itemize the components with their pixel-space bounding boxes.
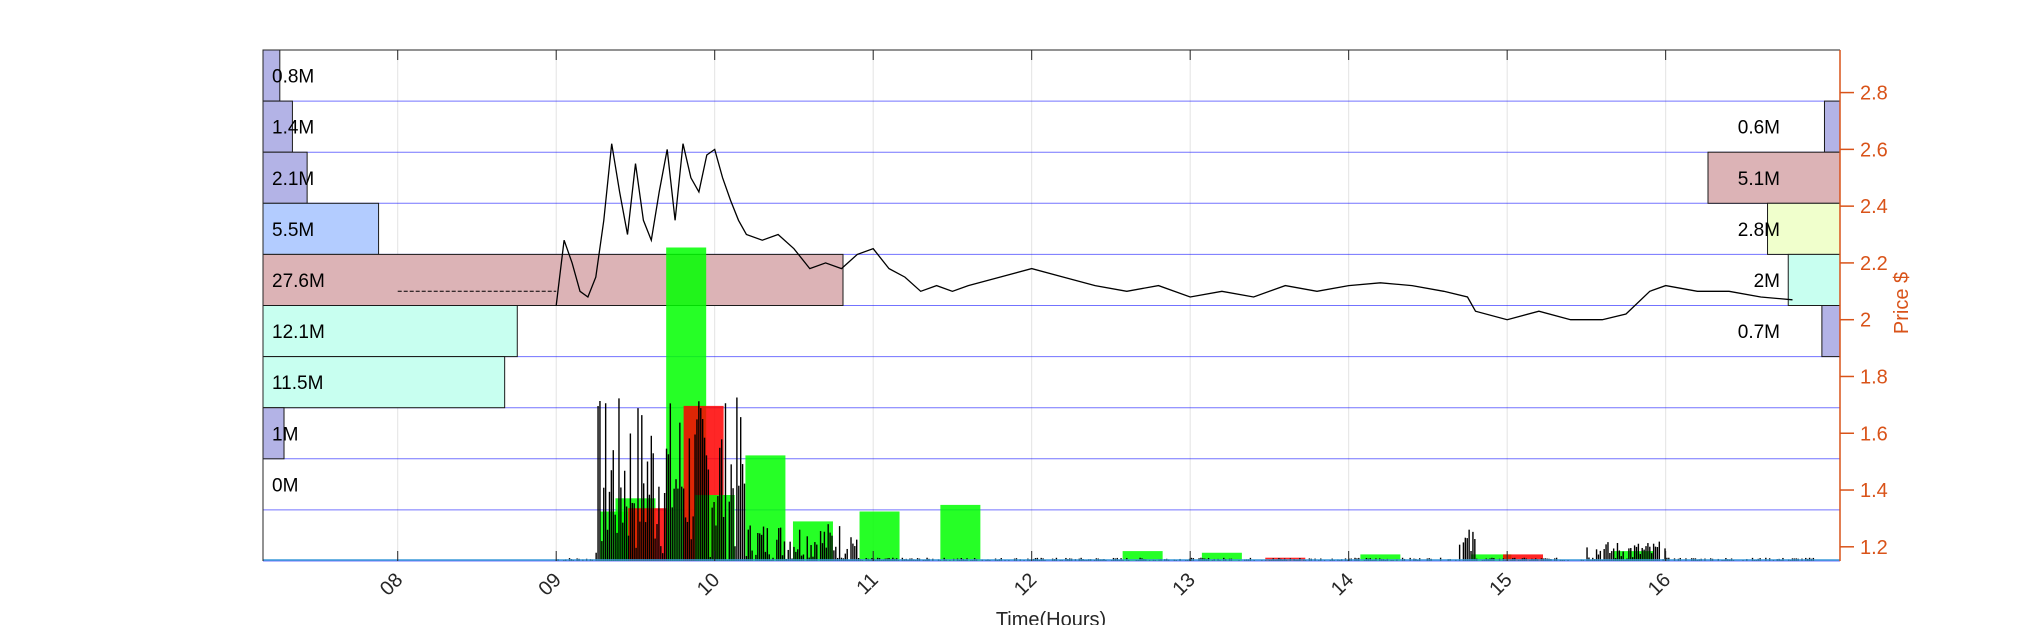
- x-tick-label: 13: [1168, 569, 1199, 600]
- up-volume-bar: [1122, 551, 1163, 561]
- left-profile-bar: [262, 305, 518, 358]
- right-profile-bar: [1787, 253, 1841, 306]
- y-tick-label: 1.8: [1860, 366, 1888, 388]
- left-profile-label: 0.8M: [272, 67, 314, 88]
- price-line-layer: [397, 143, 1793, 321]
- up-volume-bar: [1471, 554, 1512, 561]
- left-profile-bar: [262, 202, 380, 255]
- left-profile-label: 1.4M: [272, 118, 314, 139]
- price-line: [555, 143, 1793, 321]
- left-profile-label: 2.1M: [272, 169, 314, 190]
- right-profile-label: 0.6M: [1738, 118, 1780, 139]
- left-profile-label: 0M: [272, 475, 298, 496]
- left-profile-label: 1M: [272, 424, 298, 445]
- y-tick-label: 2.8: [1860, 83, 1888, 105]
- x-tick-label: 08: [376, 569, 407, 600]
- volume-bars-layer: [263, 247, 1840, 561]
- x-tick-label: 10: [693, 569, 724, 600]
- left-profile-bar: [262, 253, 844, 306]
- y-tick-label: 2.2: [1860, 253, 1888, 275]
- right-profile-label: 2M: [1754, 271, 1780, 292]
- volume-profile-layer: 0.8M 1.4M 2.1M 5.5M 27.6M 12.1M 11.5M 1M 0M 0.6M 5…: [262, 49, 1841, 496]
- right-profile-label: 0.7M: [1738, 322, 1780, 343]
- left-profile-label: 27.6M: [272, 271, 325, 292]
- x-tick-label: 16: [1644, 569, 1675, 600]
- x-tick-label: 15: [1485, 569, 1516, 600]
- right-profile-bar: [1823, 100, 1841, 153]
- y-tick-label: 2.4: [1860, 196, 1888, 218]
- right-profile-bar: [1821, 305, 1841, 358]
- up-volume-bar: [1360, 554, 1401, 561]
- y-tick-label: 2: [1860, 310, 1871, 332]
- x-tick-label: 14: [1327, 569, 1358, 600]
- up-volume-bar: [1201, 552, 1242, 561]
- right-profile-label: 2.8M: [1738, 220, 1780, 241]
- x-axis-label: Time(Hours): [996, 609, 1106, 625]
- left-profile-bar: [262, 100, 293, 153]
- up-volume-bar: [859, 511, 900, 561]
- y-axis-label: Price $: [1891, 272, 1913, 334]
- up-volume-bar: [940, 504, 981, 561]
- left-profile-bar: [262, 356, 506, 409]
- x-tick-label: 09: [534, 569, 565, 600]
- y-tick-label: 2.6: [1860, 139, 1888, 161]
- right-profile-label: 5.1M: [1738, 169, 1780, 190]
- left-profile-label: 11.5M: [272, 373, 323, 394]
- x-tick-label: 12: [1010, 569, 1041, 600]
- y-tick-label: 1.4: [1860, 480, 1888, 502]
- right-profile-bar: [1707, 151, 1841, 204]
- x-tick-label: 11: [852, 569, 882, 599]
- down-volume-bar: [1503, 554, 1544, 561]
- left-profile-label: 12.1M: [272, 322, 325, 343]
- left-profile-label: 5.5M: [272, 220, 314, 241]
- y-tick-label: 1.2: [1860, 537, 1888, 559]
- y-tick-label: 1.6: [1860, 423, 1888, 445]
